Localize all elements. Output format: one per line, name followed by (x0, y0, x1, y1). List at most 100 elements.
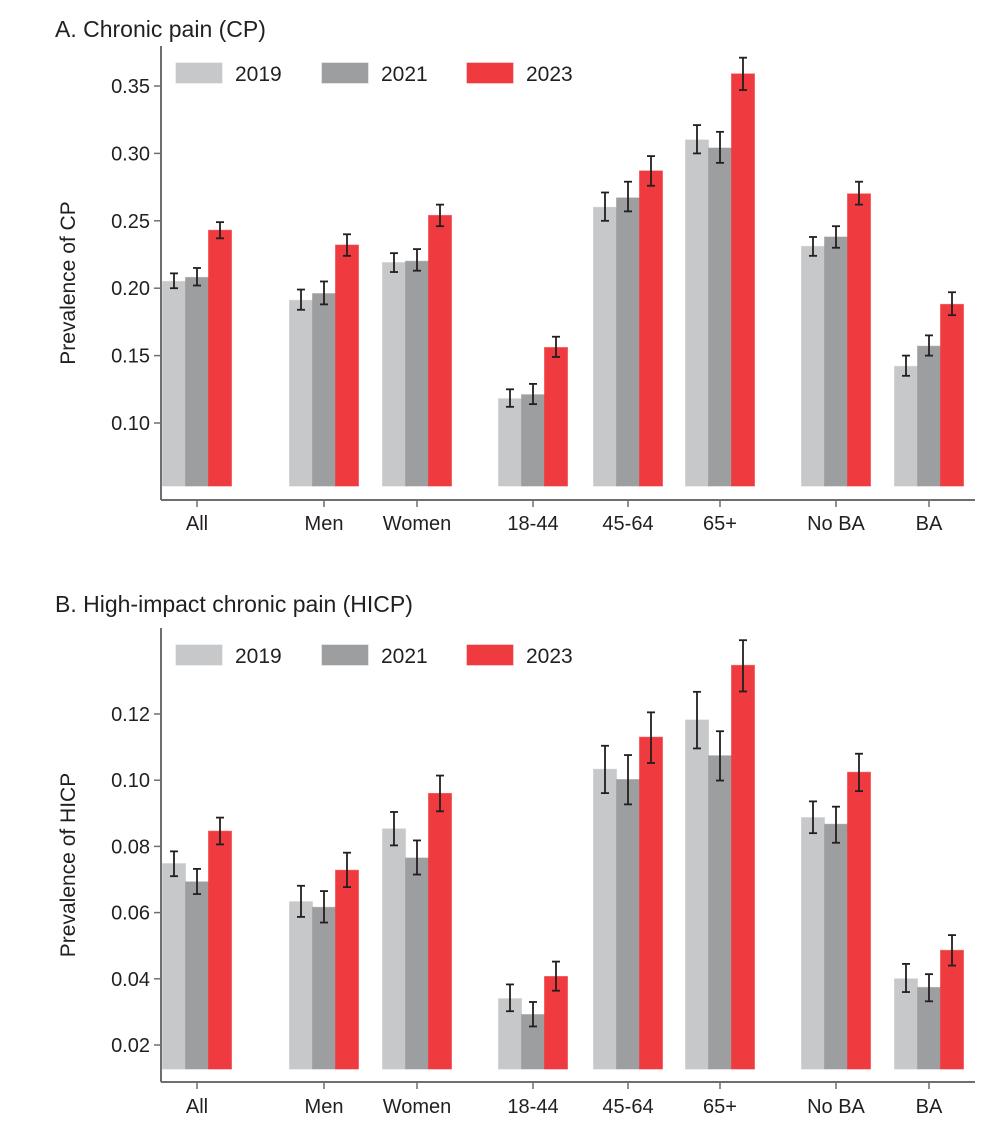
error-bar (170, 272, 178, 290)
x-tick-label: Women (383, 513, 452, 535)
legend-label: 2023 (526, 63, 573, 86)
bar-2019-all (162, 280, 186, 487)
bar-2019-men (289, 299, 313, 487)
error-bar (739, 639, 747, 693)
y-axis-title: Prevalence of HICP (57, 773, 80, 957)
error-bar (216, 221, 224, 240)
bar-2023-women (428, 214, 452, 487)
bar-2021-45-64 (616, 197, 640, 487)
bar-2023-all (208, 830, 232, 1070)
legend-swatch (321, 62, 369, 84)
y-tick-label: 0.20 (111, 278, 150, 300)
bar-2019-no-ba (801, 245, 825, 487)
bar-2023-no-ba (847, 771, 871, 1070)
error-bar (552, 960, 560, 992)
bar-2019-18-44 (498, 398, 522, 487)
error-bar (436, 203, 444, 228)
error-bar (601, 744, 609, 795)
legend-swatch (175, 644, 223, 666)
error-bar (902, 963, 910, 993)
error-bar (716, 130, 724, 164)
bar-2021-women (405, 857, 429, 1070)
bar-2021-no-ba (824, 823, 848, 1070)
error-bar (170, 850, 178, 878)
bar-2019-65- (685, 719, 709, 1070)
error-bar (925, 973, 933, 1003)
error-bar (506, 388, 514, 408)
legend-item-2019: 2019 (175, 62, 282, 86)
error-bar (601, 191, 609, 222)
legend-label: 2021 (381, 645, 428, 668)
x-tick-label: 45-64 (602, 1096, 653, 1118)
panel-b: B. High-impact chronic pain (HICP) 0.02 0.… (55, 591, 975, 1118)
error-bar (809, 800, 817, 835)
y-tick-label: 0.04 (111, 969, 150, 991)
bar-2021-all (185, 276, 209, 487)
x-tick-label: 45-64 (602, 513, 653, 535)
legend-label: 2021 (381, 63, 428, 86)
error-bar (297, 288, 305, 311)
error-bar (529, 383, 537, 406)
legend-item-2023: 2023 (466, 62, 573, 86)
error-bar (216, 816, 224, 846)
error-bar (529, 1001, 537, 1028)
bar-2019-women (382, 262, 406, 487)
error-bar (624, 754, 632, 806)
y-axis-title: Prevalence of CP (57, 201, 80, 364)
bar-2021-18-44 (521, 394, 545, 487)
bar-2023-all (208, 229, 232, 487)
error-bar (832, 805, 840, 844)
legend-swatch (175, 62, 223, 84)
x-tick-label: 65+ (703, 1096, 737, 1118)
y-tick-label: 0.35 (111, 76, 150, 98)
legend-swatch (466, 644, 514, 666)
error-bar (297, 884, 305, 918)
error-bar (855, 180, 863, 206)
legend: 2019 2021 2023 (175, 62, 573, 86)
bar-2019-women (382, 828, 406, 1070)
x-tick-label: BA (916, 1096, 943, 1118)
bar-2019-ba (894, 365, 918, 487)
x-tick-label: Women (383, 1096, 452, 1118)
bar-2023-45-64 (639, 170, 663, 487)
error-bar (902, 354, 910, 377)
error-bar (693, 690, 701, 750)
error-bar (193, 267, 201, 287)
error-bar (693, 124, 701, 155)
x-tick-label: 18-44 (507, 513, 558, 535)
x-tick-label: All (186, 513, 208, 535)
error-bar (925, 334, 933, 357)
legend-item-2021: 2021 (321, 62, 428, 86)
legend-item-2019: 2019 (175, 644, 282, 668)
bar-2023-men (335, 869, 359, 1070)
y-tick-label: 0.08 (111, 836, 150, 858)
error-bar (832, 225, 840, 249)
legend: 2019 2021 2023 (175, 644, 573, 668)
error-bar (320, 890, 328, 924)
bar-2019-65- (685, 139, 709, 487)
error-bar (390, 252, 398, 273)
bar-2019-45-64 (593, 206, 617, 487)
bar-2023-18-44 (544, 347, 568, 487)
error-bar (193, 868, 201, 895)
error-bar (390, 811, 398, 847)
y-tick-label: 0.10 (111, 770, 150, 792)
bar-2021-ba (917, 345, 941, 487)
y-tick-label: 0.10 (111, 413, 150, 435)
y-tick-label: 0.25 (111, 211, 150, 233)
legend-label: 2023 (526, 645, 573, 668)
x-tick-label: No BA (807, 1096, 865, 1118)
error-bar (809, 236, 817, 257)
bar-2019-45-64 (593, 768, 617, 1070)
y-tick-label: 0.02 (111, 1035, 150, 1057)
bar-2021-65- (708, 755, 732, 1070)
bar-2021-no-ba (824, 236, 848, 487)
panel-a: A. Chronic pain (CP) 0.10 0.15 0.20 0.25 0.30… (55, 16, 975, 535)
bar-2023-65- (731, 73, 755, 487)
bar-2023-no-ba (847, 193, 871, 487)
y-tick-label: 0.06 (111, 903, 150, 925)
panel-title: A. Chronic pain (CP) (55, 16, 266, 42)
error-bar (320, 280, 328, 306)
bar-2019-men (289, 901, 313, 1070)
